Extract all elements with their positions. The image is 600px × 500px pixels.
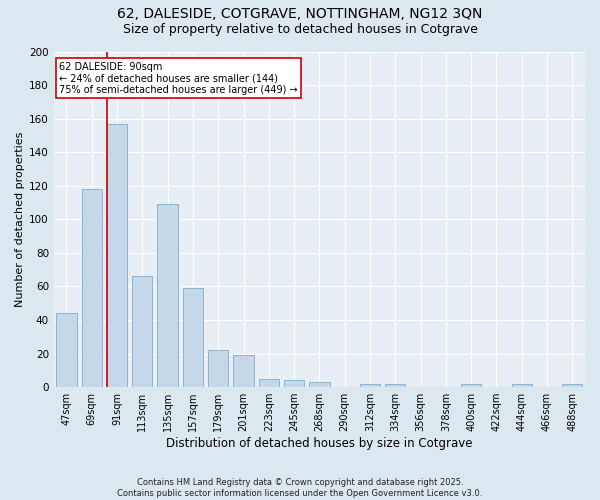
X-axis label: Distribution of detached houses by size in Cotgrave: Distribution of detached houses by size … — [166, 437, 473, 450]
Text: Contains HM Land Registry data © Crown copyright and database right 2025.
Contai: Contains HM Land Registry data © Crown c… — [118, 478, 482, 498]
Bar — [461, 384, 481, 387]
Bar — [157, 204, 178, 387]
Text: 62, DALESIDE, COTGRAVE, NOTTINGHAM, NG12 3QN: 62, DALESIDE, COTGRAVE, NOTTINGHAM, NG12… — [118, 8, 482, 22]
Bar — [284, 380, 304, 387]
Bar — [259, 379, 279, 387]
Bar — [309, 382, 329, 387]
Bar — [107, 124, 127, 387]
Bar — [82, 189, 102, 387]
Bar — [132, 276, 152, 387]
Bar — [512, 384, 532, 387]
Bar — [56, 314, 77, 387]
Text: 62 DALESIDE: 90sqm
← 24% of detached houses are smaller (144)
75% of semi-detach: 62 DALESIDE: 90sqm ← 24% of detached hou… — [59, 62, 298, 95]
Bar — [183, 288, 203, 387]
Bar — [385, 384, 406, 387]
Bar — [562, 384, 583, 387]
Bar — [208, 350, 229, 387]
Bar — [233, 356, 254, 387]
Y-axis label: Number of detached properties: Number of detached properties — [15, 132, 25, 307]
Bar — [360, 384, 380, 387]
Text: Size of property relative to detached houses in Cotgrave: Size of property relative to detached ho… — [122, 22, 478, 36]
